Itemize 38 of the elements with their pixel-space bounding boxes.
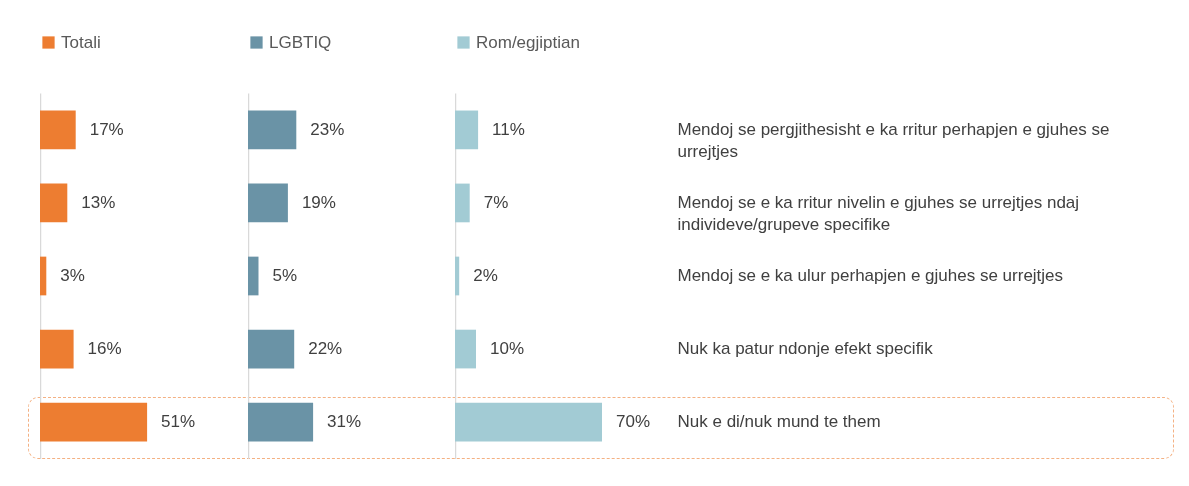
bar [247, 110, 296, 150]
y-tick-label: Mendoj se e ka rritur nivelin e gjuhes se urrejtjes ndaj individeve/grupeve specifike [677, 192, 1080, 234]
bar [40, 329, 74, 369]
data-label: 2% [473, 266, 498, 285]
bar [455, 329, 476, 369]
bar [455, 256, 460, 296]
data-label: 70% [616, 412, 651, 432]
legend-label: Totali [61, 32, 101, 52]
bar [40, 183, 68, 223]
y-tick-label: Nuk e di/nuk mund te them [677, 412, 881, 432]
legend-label: LGBTIQ [268, 32, 331, 52]
bar [455, 110, 479, 150]
data-label: 17% [89, 119, 124, 139]
bar [247, 402, 313, 442]
data-label: 23% [309, 119, 344, 139]
data-label: 51% [161, 412, 196, 432]
bar [40, 256, 47, 296]
data-label: 7% [483, 192, 509, 212]
bar [247, 329, 294, 369]
data-label: 16% [87, 339, 122, 359]
bar [455, 402, 602, 442]
bar [40, 110, 76, 150]
bar [455, 183, 470, 223]
data-label: 11% [492, 119, 525, 139]
data-label: 3% [60, 266, 85, 285]
data-label: 5% [272, 266, 297, 285]
data-label: 10% [490, 339, 525, 359]
data-label: 22% [307, 339, 342, 359]
data-label: 19% [301, 192, 336, 212]
bar [40, 402, 148, 442]
y-tick-label: Mendoj se pergjithesisht e ka rritur perhapjen e gjuhes se urrejtjes [677, 119, 1110, 161]
y-tick-label: Mendoj se e ka ulur perhapjen e gjuhes se urrejtjes [677, 266, 1064, 285]
bar [247, 183, 288, 223]
data-label: 13% [81, 192, 116, 212]
legend-label: Rom/egjiptian [476, 32, 580, 52]
y-tick-label: Nuk ka patur ndonje efekt specifik [677, 339, 934, 359]
data-label: 31% [326, 412, 361, 432]
bar [247, 256, 258, 296]
